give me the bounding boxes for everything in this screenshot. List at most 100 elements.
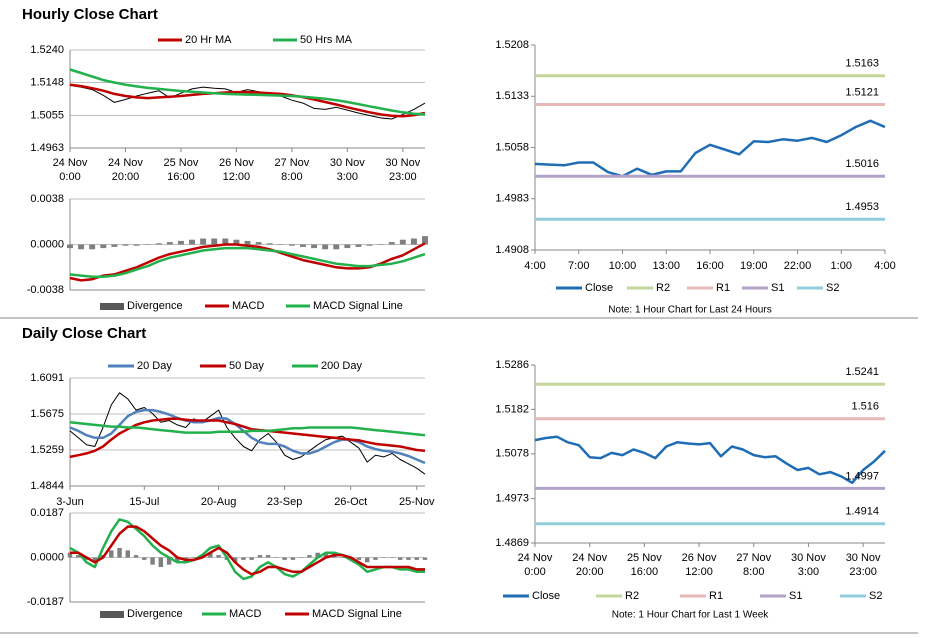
divergence-bar [175, 557, 180, 563]
y-tick-label: -0.0038 [27, 284, 64, 296]
divergence-bar [274, 557, 279, 558]
y-tick-label: 1.5133 [495, 90, 529, 102]
y-tick-label: 1.4973 [495, 493, 529, 505]
x-tick-label: 12:00 [685, 566, 713, 578]
legend-label: Divergence [127, 608, 183, 620]
legend-swatch [100, 611, 124, 618]
x-tick-label: 30 Nov [846, 552, 881, 564]
series-line [534, 119, 886, 178]
x-tick-label: 8:00 [743, 566, 764, 578]
level-label: 1.516 [851, 401, 879, 413]
x-tick-label: 30 Nov [791, 552, 826, 564]
y-tick-label: 1.5182 [495, 403, 529, 415]
x-tick-label: 23:00 [389, 171, 417, 183]
x-tick-label: 20:00 [112, 171, 140, 183]
x-tick-label: 3:00 [798, 566, 819, 578]
y-tick-label: 1.4908 [495, 244, 529, 256]
legend-label: MACD Signal Line [312, 608, 402, 620]
x-tick-label: 1:00 [831, 260, 852, 272]
x-tick-label: 7:00 [568, 260, 589, 272]
y-tick-label: 1.5058 [495, 141, 529, 153]
legend-label: 50 Hrs MA [300, 34, 353, 46]
divergence-bar [388, 242, 395, 245]
divergence-bar [355, 244, 362, 247]
x-tick-label: 3-Jun [56, 496, 84, 508]
chart-title: Daily Close Chart [22, 325, 146, 342]
x-tick-label: 16:00 [696, 260, 724, 272]
divergence-bar [133, 244, 140, 246]
x-tick-label: 0:00 [59, 171, 80, 183]
x-tick-label: 24 Nov [53, 157, 88, 169]
level-label: 1.4997 [845, 470, 879, 482]
series-line [69, 421, 426, 437]
series-line [534, 435, 886, 485]
x-tick-label: 20:00 [576, 566, 604, 578]
x-tick-label: 16:00 [167, 171, 195, 183]
divergence-bar [266, 243, 273, 245]
divergence-bar [100, 244, 107, 249]
divergence-bar [216, 555, 221, 558]
y-tick-label: 1.5240 [30, 44, 64, 56]
divergence-bar [233, 239, 240, 245]
divergence-bar [191, 557, 197, 558]
level-label: 1.5163 [845, 58, 879, 70]
legend-label: S2 [826, 282, 839, 294]
divergence-bar [158, 557, 164, 568]
level-label: 1.4953 [845, 201, 879, 213]
series-line [70, 525, 425, 576]
y-tick-label: 0.0000 [30, 551, 64, 563]
price-line [69, 84, 426, 120]
x-tick-label: 25-Nov [399, 496, 435, 508]
divergence-bar [257, 555, 263, 558]
divergence-bar [277, 244, 284, 245]
divergence-bar [125, 550, 131, 558]
divergence-bar [150, 557, 155, 565]
y-tick-label: 1.4963 [30, 142, 64, 154]
price-line [69, 392, 426, 475]
divergence-bar [364, 557, 370, 563]
y-tick-label: 1.5675 [30, 408, 64, 420]
legend-label: 200 Day [321, 360, 362, 372]
divergence-bar [323, 552, 329, 558]
divergence-bar [307, 555, 312, 558]
divergence-bar [288, 244, 295, 246]
x-tick-label: 12:00 [223, 171, 251, 183]
x-tick-label: 24 Nov [518, 552, 553, 564]
legend-label: S1 [789, 590, 802, 602]
divergence-bar [300, 244, 306, 247]
legend-label: R2 [656, 282, 670, 294]
y-tick-label: 1.4844 [30, 480, 64, 492]
x-tick-label: 16:00 [631, 566, 659, 578]
legend-label: MACD [229, 608, 261, 620]
divergence-bar [166, 242, 173, 245]
level-label: 1.5016 [845, 158, 879, 170]
x-tick-label: 13:00 [652, 260, 680, 272]
y-tick-label: 0.0000 [30, 238, 64, 250]
x-tick-label: 30 Nov [330, 157, 365, 169]
divergence-bar [208, 552, 213, 558]
divergence-bar [377, 244, 384, 245]
series-line [69, 242, 426, 282]
divergence-bar [92, 557, 97, 563]
divergence-bar [311, 244, 318, 249]
x-tick-label: 20-Aug [201, 496, 236, 508]
divergence-bar [67, 244, 73, 249]
divergence-bar [340, 557, 345, 558]
divergence-bar [356, 557, 362, 560]
x-tick-label: 3:00 [337, 171, 358, 183]
legend-label: S1 [771, 282, 784, 294]
series-line [69, 246, 426, 279]
divergence-bar [222, 238, 229, 245]
x-tick-label: 22:00 [784, 260, 812, 272]
legend-label: 20 Hr MA [185, 34, 232, 46]
legend-label: 20 Day [137, 360, 172, 372]
legend-label: MACD Signal Line [313, 300, 403, 312]
y-tick-label: 0.0038 [30, 193, 64, 205]
divergence-bar [399, 239, 406, 245]
divergence-bar [189, 239, 195, 245]
divergence-bar [298, 557, 304, 558]
legend-label: R1 [709, 590, 723, 602]
divergence-bar [249, 557, 254, 560]
y-tick-label: 1.5259 [30, 444, 64, 456]
